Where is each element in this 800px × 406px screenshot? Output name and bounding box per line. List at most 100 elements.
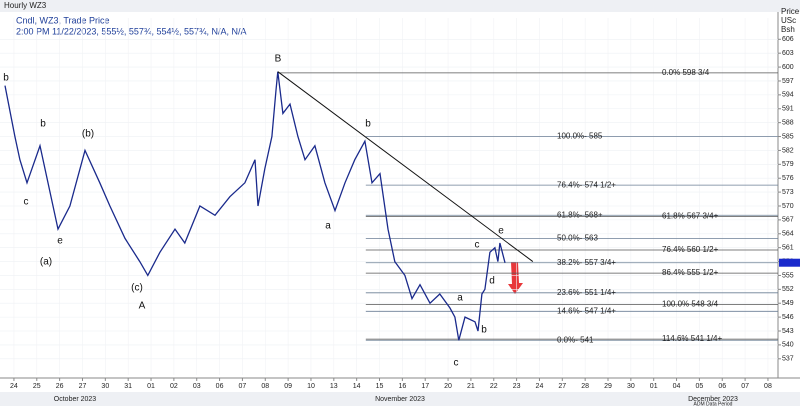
quote-info: 2:00 PM 11/22/2023, 555½, 557¾, 554½, 55… — [16, 26, 247, 36]
data-period: ADM Data Period — [694, 401, 733, 406]
y-tick-label: 597 — [782, 78, 794, 85]
x-tick-label: 06 — [718, 383, 726, 390]
fib-label: 14.6%- 547 1/4+ — [557, 306, 616, 315]
wave-label: e — [57, 236, 63, 247]
window-title: Hourly WZ3 — [4, 1, 47, 10]
x-tick-label: 01 — [147, 383, 155, 390]
x-tick-label: 07 — [239, 383, 247, 390]
y-tick-label: 606 — [782, 36, 794, 43]
x-tick-label: 09 — [284, 383, 292, 390]
x-tick-label: 13 — [330, 383, 338, 390]
x-tick-label: 22 — [490, 383, 498, 390]
down-arrow — [508, 262, 523, 294]
title-bar — [0, 0, 800, 12]
y-tick-label: 591 — [782, 106, 794, 113]
y-tick-label: 561 — [782, 245, 794, 252]
x-tick-label: 23 — [513, 383, 521, 390]
x-tick-label: 27 — [79, 383, 87, 390]
x-tick-label: 10 — [307, 383, 315, 390]
wave-label: B — [275, 54, 282, 65]
x-tick-label: 15 — [376, 383, 384, 390]
y-tick-label: 543 — [782, 328, 794, 335]
trendline — [277, 71, 534, 262]
month-strip — [0, 392, 800, 406]
y-tick-label: 603 — [782, 50, 794, 57]
x-tick-label: 07 — [741, 383, 749, 390]
fib-label: 76.4% 560 1/2+ — [662, 245, 719, 254]
y-tick-label: 540 — [782, 342, 794, 349]
fib-label: 86.4% 555 1/2+ — [662, 268, 719, 277]
x-tick-label: 17 — [421, 383, 429, 390]
wave-label: b — [481, 325, 487, 336]
fib-label: 23.6%- 551 1/4+ — [557, 288, 616, 297]
wave-label: e — [498, 226, 504, 237]
wave-label: (c) — [131, 283, 143, 294]
x-tick-label: 20 — [444, 383, 452, 390]
y-tick-label: 546 — [782, 314, 794, 321]
wave-label: c — [454, 358, 459, 369]
fib-label: 61.8% 567 3/4+ — [662, 212, 719, 221]
x-tick-label: 21 — [467, 383, 475, 390]
y-tick-label: 570 — [782, 203, 794, 210]
fib-label: 0.0%- 541 — [557, 335, 594, 344]
axis-title: USc — [781, 16, 796, 25]
y-tick-label: 594 — [782, 92, 794, 99]
x-tick-label: 29 — [604, 383, 612, 390]
fib-label: 100.0%- 585 — [557, 132, 603, 141]
x-tick-label: 02 — [170, 383, 178, 390]
axis-title: Bsh — [781, 25, 795, 34]
x-tick-label: 30 — [101, 383, 109, 390]
fib-label: 114.6% 541 1/4+ — [662, 334, 722, 343]
y-tick-label: 585 — [782, 133, 794, 140]
month-label: October 2023 — [54, 396, 97, 403]
wave-label: d — [489, 276, 495, 287]
y-tick-label: 573 — [782, 189, 794, 196]
fib-label: 76.4%- 574 1/2+ — [557, 180, 616, 189]
wave-label: b — [365, 119, 371, 130]
x-tick-label: 31 — [124, 383, 132, 390]
wave-label: a — [325, 221, 331, 232]
x-tick-label: 24 — [10, 383, 18, 390]
y-tick-label: 600 — [782, 64, 794, 71]
x-tick-label: 30 — [627, 383, 635, 390]
y-tick-label: 567 — [782, 217, 794, 224]
axis-title: Price — [781, 7, 800, 16]
x-tick-label: 25 — [33, 383, 41, 390]
x-tick-label: 04 — [673, 383, 681, 390]
x-tick-label: 24 — [536, 383, 544, 390]
month-label: November 2023 — [375, 396, 425, 403]
wave-label: c — [475, 240, 480, 251]
x-tick-label: 05 — [696, 383, 704, 390]
instrument-info: Cndl, WZ3, Trade Price — [16, 15, 110, 25]
x-tick-label: 27 — [558, 383, 566, 390]
y-tick-label: 582 — [782, 147, 794, 154]
y-tick-label: 579 — [782, 161, 794, 168]
x-tick-label: 26 — [56, 383, 64, 390]
fib-label: 61.8%- 568+ — [557, 210, 603, 219]
x-tick-label: 03 — [193, 383, 201, 390]
fib-label: 50.0%- 563 — [557, 234, 598, 243]
wave-label: b — [40, 119, 46, 130]
y-tick-label: 549 — [782, 300, 794, 307]
y-tick-label: 552 — [782, 286, 794, 293]
fib-label: 38.2%- 557 3/4+ — [557, 258, 616, 267]
last-price — [779, 258, 800, 267]
price-line — [4, 71, 506, 341]
month-label: December 2023 — [688, 396, 738, 403]
fib-label: 100.0% 548 3/4 — [662, 299, 719, 308]
wave-label: A — [139, 301, 146, 312]
x-tick-label: 06 — [216, 383, 224, 390]
wave-label: (b) — [82, 129, 94, 140]
y-tick-label: 588 — [782, 119, 794, 126]
y-tick-label: 555 — [782, 272, 794, 279]
x-tick-label: 14 — [353, 383, 361, 390]
x-tick-label: 01 — [650, 383, 658, 390]
wave-label: c — [24, 197, 29, 208]
x-tick-label: 16 — [398, 383, 406, 390]
x-tick-label: 08 — [261, 383, 269, 390]
x-tick-label: 08 — [764, 383, 772, 390]
x-tick-label: 28 — [581, 383, 589, 390]
wave-label: b — [3, 73, 9, 84]
